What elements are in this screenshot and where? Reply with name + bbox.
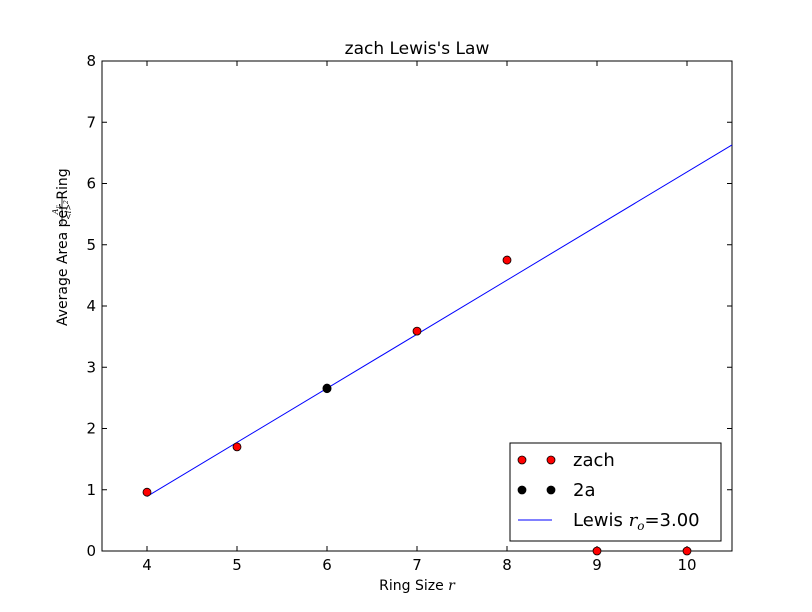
y-tick-label: 6 — [86, 175, 96, 193]
legend-box — [509, 442, 722, 542]
x-tick-label: 5 — [232, 556, 242, 574]
legend-marker-zach — [517, 455, 527, 465]
legend-label-2a: 2a — [573, 480, 595, 501]
x-axis-label: Ring Size r — [379, 578, 456, 594]
data-point-zach — [592, 546, 602, 556]
data-point-zach — [412, 326, 422, 336]
fraction-numerator: Ar — [51, 205, 62, 216]
legend-label-lewis: Lewis ro=3.00 — [573, 510, 700, 533]
data-point-zach — [502, 255, 512, 265]
fraction-denominator: <l>2 — [63, 200, 73, 220]
y-tick-label: 0 — [86, 542, 96, 560]
x-tick-label: 7 — [412, 556, 422, 574]
y-tick-label: 1 — [86, 481, 96, 499]
plot-area — [142, 144, 733, 556]
data-point-2a — [322, 384, 332, 394]
legend-marker-2a — [517, 485, 527, 495]
data-point-zach — [142, 487, 152, 497]
y-tick-label: 3 — [86, 358, 96, 376]
x-tick-label: 6 — [322, 556, 332, 574]
y-tick-label: 7 — [86, 113, 96, 131]
legend: zach 2a Lewis ro=3.00 — [509, 442, 722, 542]
y-axis-label-text: Average Area per Ring — [55, 168, 71, 326]
data-point-zach — [232, 442, 242, 452]
chart-title: zach Lewis's Law — [345, 39, 490, 59]
series-line-lewis — [146, 144, 733, 497]
y-axis-ticks: 0 1 2 3 4 5 6 7 8 — [86, 52, 732, 560]
x-axis-ticks: 4 5 6 7 8 9 10 — [142, 61, 697, 574]
y-axis-label-fraction: Ar <l>2 — [51, 196, 73, 224]
y-tick-label: 5 — [86, 236, 96, 254]
x-tick-label: 4 — [142, 556, 152, 574]
legend-marker-2a — [546, 485, 556, 495]
y-tick-label: 4 — [86, 297, 96, 315]
data-point-zach — [682, 546, 692, 556]
legend-label-zach: zach — [573, 450, 615, 471]
x-tick-label: 9 — [592, 556, 602, 574]
x-tick-label: 10 — [677, 556, 696, 574]
legend-marker-zach — [546, 455, 556, 465]
x-tick-label: 8 — [502, 556, 512, 574]
y-tick-label: 8 — [86, 52, 96, 70]
y-tick-label: 2 — [86, 420, 96, 438]
